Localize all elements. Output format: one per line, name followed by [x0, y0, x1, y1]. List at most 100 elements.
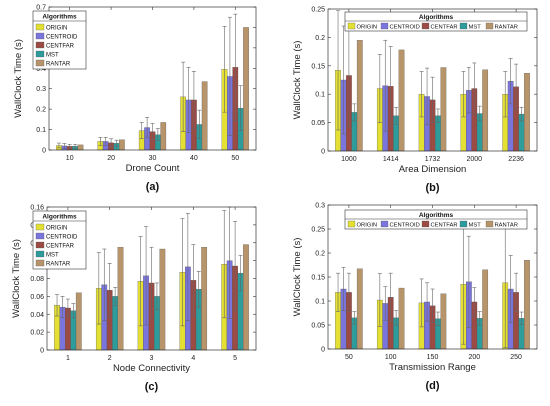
- legend-title: Algorithms: [419, 14, 454, 21]
- bar-rantar-1: [75, 292, 82, 351]
- bar-rantar-3: [159, 248, 166, 351]
- bar-rantar-1732: [440, 67, 447, 152]
- legend: Algorithms ORIGIN CENTROID CENTFAR MST RANTAR: [32, 10, 87, 70]
- legend-swatch-centroid: [380, 22, 389, 30]
- x-tick-label: 2236: [508, 156, 524, 163]
- panel-label: (c): [145, 381, 159, 393]
- legend-swatch-centroid: [35, 232, 45, 240]
- x-tick-label: 200: [468, 354, 480, 361]
- panel-label: (d): [425, 380, 439, 392]
- legend-entry: RANTAR: [495, 223, 518, 229]
- y-tick-label: 0.3: [36, 86, 46, 93]
- legend-swatch-origin: [347, 22, 356, 30]
- legend-entry: RANTAR: [495, 25, 518, 31]
- x-tick-label: 1414: [383, 156, 399, 163]
- legend-swatch-mst: [459, 220, 468, 228]
- legend-entry: CENTROID: [46, 235, 78, 241]
- legend-swatch-centfar: [35, 41, 45, 49]
- axes-frame: [327, 204, 538, 350]
- legend-entry: MST: [46, 253, 59, 259]
- bar-rantar-50: [356, 268, 363, 350]
- bar-rantar-250: [524, 260, 530, 350]
- legend-swatch-centfar: [421, 220, 430, 228]
- y-tick-label: 0: [321, 149, 325, 156]
- bar-rantar-30: [160, 122, 167, 151]
- x-tick-label: 5: [233, 355, 237, 362]
- panel-label: (a): [146, 181, 160, 193]
- bar-rantar-4: [201, 247, 208, 351]
- legend-box: [32, 10, 87, 70]
- x-tick-label: 2000: [467, 156, 483, 163]
- y-tick-label: 0.2: [36, 107, 46, 114]
- legend: Algorithms ORIGIN CENTROID CENTFAR MST RANTAR: [32, 210, 87, 270]
- x-tick-label: 100: [385, 354, 397, 361]
- x-axis-label: Transmission Range: [389, 362, 476, 373]
- y-tick-label: 0.1: [36, 127, 46, 134]
- y-tick-label: 0.05: [311, 120, 325, 127]
- x-tick-label: 1000: [341, 156, 357, 163]
- y-tick-label: 0.08: [30, 276, 44, 283]
- bar-rantar-2000: [482, 69, 489, 152]
- legend: Algorithms ORIGIN CENTROID CENTFAR MST RANTAR: [344, 209, 528, 230]
- y-tick-label: 0.02: [30, 330, 44, 337]
- y-tick-label: 0.2: [315, 251, 325, 258]
- x-tick-label: 4: [191, 355, 195, 362]
- bar-rantar-1000: [356, 40, 363, 152]
- bar-rantar-2: [117, 247, 124, 351]
- legend-box: [32, 210, 87, 270]
- chart-panel-2: 0 0.05 0.1 0.15 0.2 0.25 1000 1414 1732 2000 2236 A…: [292, 7, 538, 194]
- y-tick-label: 0.15: [311, 275, 325, 282]
- x-tick-label: 30: [149, 155, 157, 162]
- y-axis-label: WallClock Time (s): [292, 41, 303, 120]
- legend: Algorithms ORIGIN CENTROID CENTFAR MST RANTAR: [344, 11, 528, 32]
- legend-box: [344, 209, 528, 230]
- y-tick-label: 0.15: [311, 63, 325, 70]
- x-tick-label: 20: [107, 155, 115, 162]
- legend-swatch-mst: [459, 22, 468, 30]
- panel-label: (b): [425, 182, 439, 194]
- chart-panel-4: 0 0.05 0.1 0.15 0.2 0.25 0.3 50 100 150 200 250 Tran…: [292, 203, 538, 392]
- x-tick-label: 250: [510, 354, 522, 361]
- y-tick-label: 0: [42, 148, 46, 155]
- x-tick-label: 2: [108, 355, 112, 362]
- legend-swatch-rantar: [35, 259, 45, 267]
- x-tick-label: 150: [427, 354, 439, 361]
- axes-frame: [46, 206, 257, 351]
- legend-swatch-centroid: [35, 32, 45, 40]
- x-tick-label: 50: [231, 155, 239, 162]
- bar-rantar-1414: [398, 49, 405, 152]
- chart-panel-3: 00.020.040.060.080.10.120.140.1612345Nod…: [11, 205, 257, 393]
- y-tick-label: 0.04: [30, 312, 44, 319]
- axes-frame: [327, 8, 538, 152]
- y-axis-label: WallClock Time (s): [11, 239, 22, 318]
- legend-entry: CENTFAR: [46, 244, 75, 250]
- legend-entry: CENTROID: [390, 25, 420, 31]
- legend-swatch-origin: [35, 23, 45, 31]
- y-tick-label: 0.7: [36, 5, 46, 12]
- y-tick-label: 0.25: [311, 7, 325, 14]
- bar-rantar-10: [77, 144, 84, 151]
- y-axis-label: WallClock Time (s): [13, 39, 24, 118]
- legend-entry: RANTAR: [46, 262, 71, 268]
- x-axis-label: Drone Count: [126, 163, 180, 174]
- legend-entry: CENTFAR: [431, 25, 458, 31]
- bar-rantar-5: [243, 244, 249, 351]
- y-axis-label: WallClock Time (s): [292, 238, 303, 317]
- legend-title: Algorithms: [419, 212, 454, 219]
- legend-swatch-rantar: [35, 59, 45, 67]
- bar-rantar-2236: [524, 73, 530, 152]
- legend-entry: RANTAR: [46, 62, 71, 68]
- legend-entry: ORIGIN: [46, 26, 67, 32]
- bar-rantar-50: [243, 27, 249, 151]
- legend-swatch-origin: [347, 220, 356, 228]
- legend-swatch-rantar: [485, 220, 494, 228]
- axes-frame: [48, 6, 257, 151]
- y-tick-label: 0.1: [315, 92, 325, 99]
- legend-entry: MST: [469, 25, 482, 31]
- legend-entry: ORIGIN: [46, 226, 67, 232]
- bar-rantar-20: [119, 139, 125, 151]
- y-tick-label: 0.3: [315, 203, 325, 210]
- y-tick-label: 0.16: [30, 205, 44, 212]
- legend-title: Algorithms: [42, 14, 77, 21]
